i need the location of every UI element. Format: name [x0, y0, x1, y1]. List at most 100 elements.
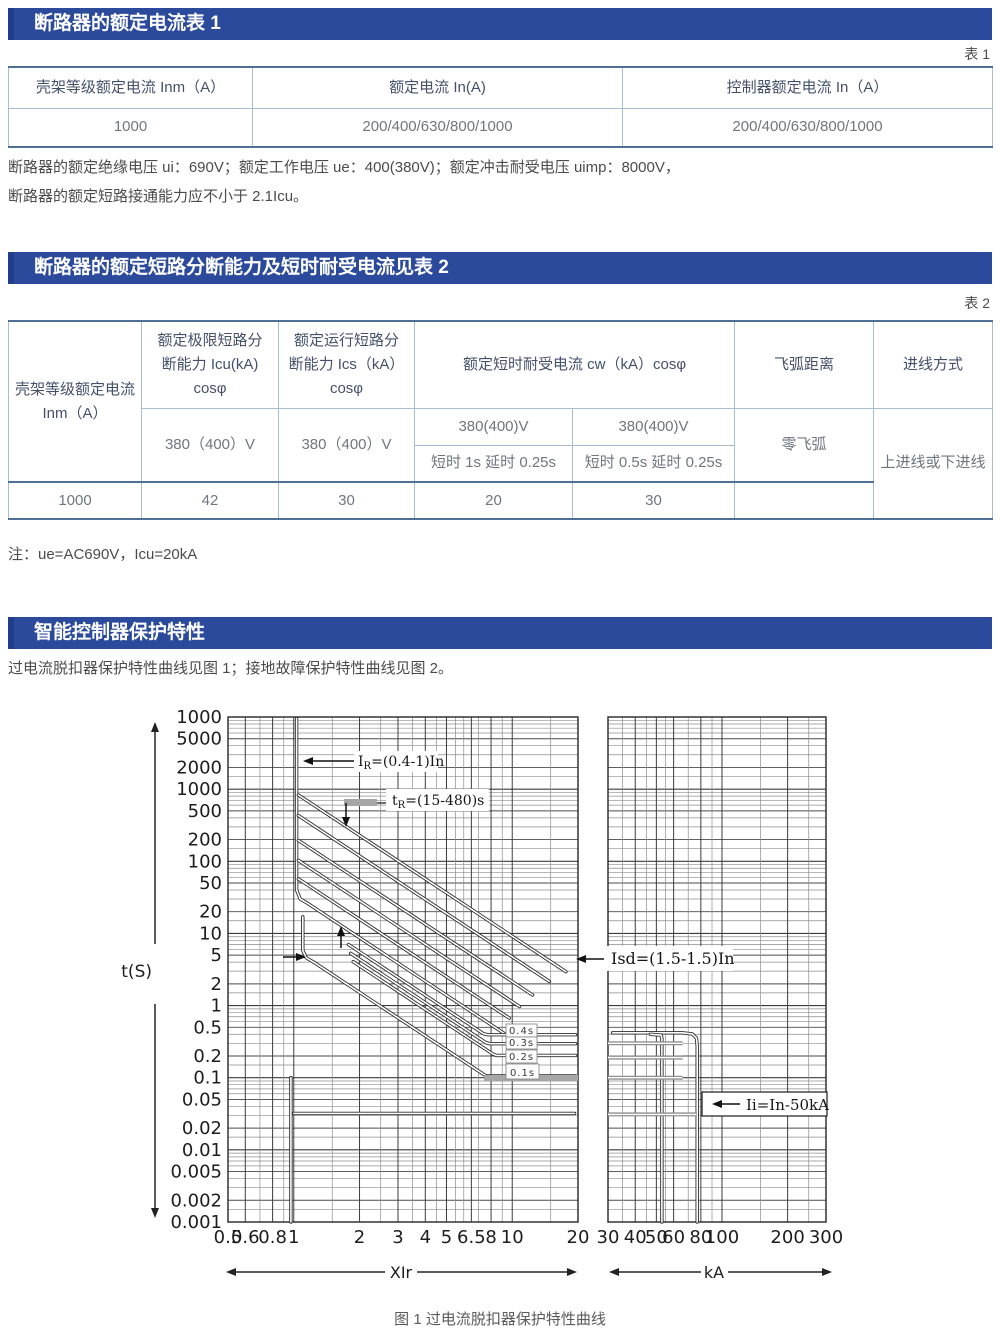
svg-text:t(S): t(S) [121, 962, 152, 982]
svg-text:0.8: 0.8 [258, 1227, 287, 1248]
svg-text:0.2s: 0.2s [509, 1052, 534, 1063]
svg-text:0.01: 0.01 [182, 1140, 222, 1161]
svg-text:Ii=In-50kA: Ii=In-50kA [746, 1096, 829, 1114]
svg-text:0.005: 0.005 [170, 1162, 222, 1183]
svg-text:100: 100 [188, 851, 222, 872]
svg-text:3: 3 [392, 1227, 403, 1248]
svg-text:100: 100 [705, 1227, 739, 1248]
cw1-time: 短时 1s 延时 0.25s [414, 444, 573, 483]
figure-intro: 过电流脱扣器保护特性曲线见图 1；接地故障保护特性曲线见图 2。 [8, 660, 454, 677]
svg-text:5: 5 [441, 1227, 452, 1248]
cell-inm: 1000 [8, 107, 253, 148]
inlet-value: 上进线或下进线 [873, 407, 994, 520]
section-header-controller-protection: 智能控制器保护特性 [8, 617, 992, 649]
svg-text:0.05: 0.05 [182, 1089, 222, 1110]
svg-text:10: 10 [501, 1227, 524, 1248]
table-row: 1000 200/400/630/800/1000 200/400/630/80… [8, 107, 993, 148]
svg-text:0.5: 0.5 [193, 1017, 222, 1038]
header-icu: 额定极限短路分 断能力 Icu(kA) cosφ [141, 320, 279, 409]
svg-text:5: 5 [211, 945, 222, 966]
cell-inm: 1000 [8, 481, 142, 520]
cell-cw1: 20 [414, 481, 573, 520]
cw2-time: 短时 0.5s 延时 0.25s [571, 444, 736, 483]
svg-text:0.2: 0.2 [193, 1046, 222, 1067]
svg-text:XIr: XIr [390, 1263, 413, 1282]
svg-text:1: 1 [288, 1227, 299, 1248]
svg-text:40: 40 [624, 1227, 647, 1248]
header-cw: 额定短时耐受电流 cw（kA）cosφ [413, 320, 736, 409]
table2-tag: 表 2 [964, 295, 990, 311]
svg-text:300: 300 [809, 1227, 843, 1248]
paragraph-line: 断路器的额定短路接通能力应不小于 2.1Icu。 [8, 188, 309, 205]
ratings-paragraph: 断路器的额定绝缘电压 ui：690V；额定工作电压 ue：400(380V)；额… [8, 153, 680, 211]
svg-text:60: 60 [662, 1227, 685, 1248]
figure-caption: 图 1 过电流脱扣器保护特性曲线 [394, 1311, 606, 1328]
section-title: 智能控制器保护特性 [34, 622, 206, 643]
svg-text:200: 200 [188, 830, 222, 851]
cell-cw2: 30 [571, 481, 736, 520]
icu-voltage: 380（400）V [141, 407, 279, 483]
cell-controller-in: 200/400/630/800/1000 [622, 107, 993, 148]
svg-text:8: 8 [485, 1227, 496, 1248]
svg-text:Isd=(1.5-1.5)In: Isd=(1.5-1.5)In [611, 949, 735, 968]
cell-ics: 30 [278, 481, 415, 520]
header-cell: 壳架等级额定电流 Inm（A） [8, 66, 253, 109]
svg-text:0.1: 0.1 [193, 1068, 222, 1089]
svg-text:30: 30 [597, 1227, 620, 1248]
svg-text:1000: 1000 [176, 779, 222, 800]
header-ics: 额定运行短路分 断能力 Ics（kA） cosφ [278, 320, 415, 409]
section-header-breaking-capacity: 断路器的额定短路分断能力及短时耐受电流见表 2 [8, 252, 992, 284]
trip-curve-chart: IR=(0.4-1)In tR=(15-480)s Isd=(1.5-1.5)In I… [121, 707, 843, 1282]
svg-text:0.002: 0.002 [170, 1190, 222, 1211]
svg-text:1: 1 [211, 996, 222, 1017]
svg-text:20: 20 [199, 902, 222, 923]
svg-text:tR=(15-480)s: tR=(15-480)s [392, 793, 484, 811]
svg-text:10: 10 [199, 923, 222, 944]
table2-note: 注：ue=AC690V，Icu=20kA [8, 546, 198, 563]
section-header-rated-current: 断路器的额定电流表 1 [8, 8, 992, 40]
svg-text:0.001: 0.001 [170, 1212, 222, 1233]
header-inlet-mode: 进线方式 [873, 320, 994, 409]
svg-text:0.3s: 0.3s [509, 1038, 534, 1049]
svg-text:500: 500 [188, 801, 222, 822]
header-cell: 控制器额定电流 In（A） [622, 66, 993, 109]
svg-text:50: 50 [199, 873, 222, 894]
cw1-voltage: 380(400)V [414, 407, 573, 446]
svg-text:5000: 5000 [176, 729, 222, 750]
header-inm: 壳架等级额定电流 Inm（A） [8, 320, 142, 483]
svg-text:50: 50 [645, 1227, 668, 1248]
cell-arc [734, 481, 875, 520]
table-header-row: 壳架等级额定电流 Inm（A） 额定电流 In(A) 控制器额定电流 In（A） [8, 66, 993, 109]
cw2-voltage: 380(400)V [571, 407, 736, 446]
table-subheader-row: 短时 1s 延时 0.25s 短时 0.5s 延时 0.25s [9, 444, 993, 483]
svg-text:20: 20 [567, 1227, 590, 1248]
table-data-row: 1000 42 30 20 30 [8, 481, 993, 520]
svg-text:4: 4 [420, 1227, 431, 1248]
paragraph-line: 断路器的额定绝缘电压 ui：690V；额定工作电压 ue：400(380V)；额… [8, 159, 680, 176]
svg-text:2: 2 [354, 1227, 365, 1248]
cell-in: 200/400/630/800/1000 [252, 107, 623, 148]
table1-tag: 表 1 [964, 46, 990, 62]
svg-text:2: 2 [211, 974, 222, 995]
svg-text:kA: kA [704, 1263, 724, 1282]
breaking-capacity-table: 壳架等级额定电流 Inm（A） 额定极限短路分 断能力 Icu(kA) cosφ… [8, 320, 994, 520]
svg-text:0.4s: 0.4s [509, 1026, 534, 1037]
header-cell: 额定电流 In(A) [252, 66, 623, 109]
svg-text:2000: 2000 [176, 757, 222, 778]
ics-voltage: 380（400）V [278, 407, 415, 483]
svg-text:6.5: 6.5 [457, 1227, 486, 1248]
section-title: 断路器的额定电流表 1 [34, 13, 221, 34]
svg-text:0.02: 0.02 [182, 1118, 222, 1139]
section-title: 断路器的额定短路分断能力及短时耐受电流见表 2 [34, 257, 449, 278]
svg-text:80: 80 [689, 1227, 712, 1248]
svg-text:0.1s: 0.1s [510, 1068, 535, 1079]
rated-current-table: 壳架等级额定电流 Inm（A） 额定电流 In(A) 控制器额定电流 In（A）… [8, 66, 993, 148]
svg-text:200: 200 [770, 1227, 804, 1248]
header-arc-distance: 飞弧距离 [734, 320, 875, 409]
svg-text:IR=(0.4-1)In: IR=(0.4-1)In [358, 754, 444, 772]
cell-icu: 42 [141, 481, 279, 520]
table-header-row: 壳架等级额定电流 Inm（A） 额定极限短路分 断能力 Icu(kA) cosφ… [8, 320, 994, 483]
table-subheader-row: 380（400）V 380（400）V 380(400)V 380(400)V … [9, 407, 994, 520]
svg-text:1000: 1000 [176, 707, 222, 728]
